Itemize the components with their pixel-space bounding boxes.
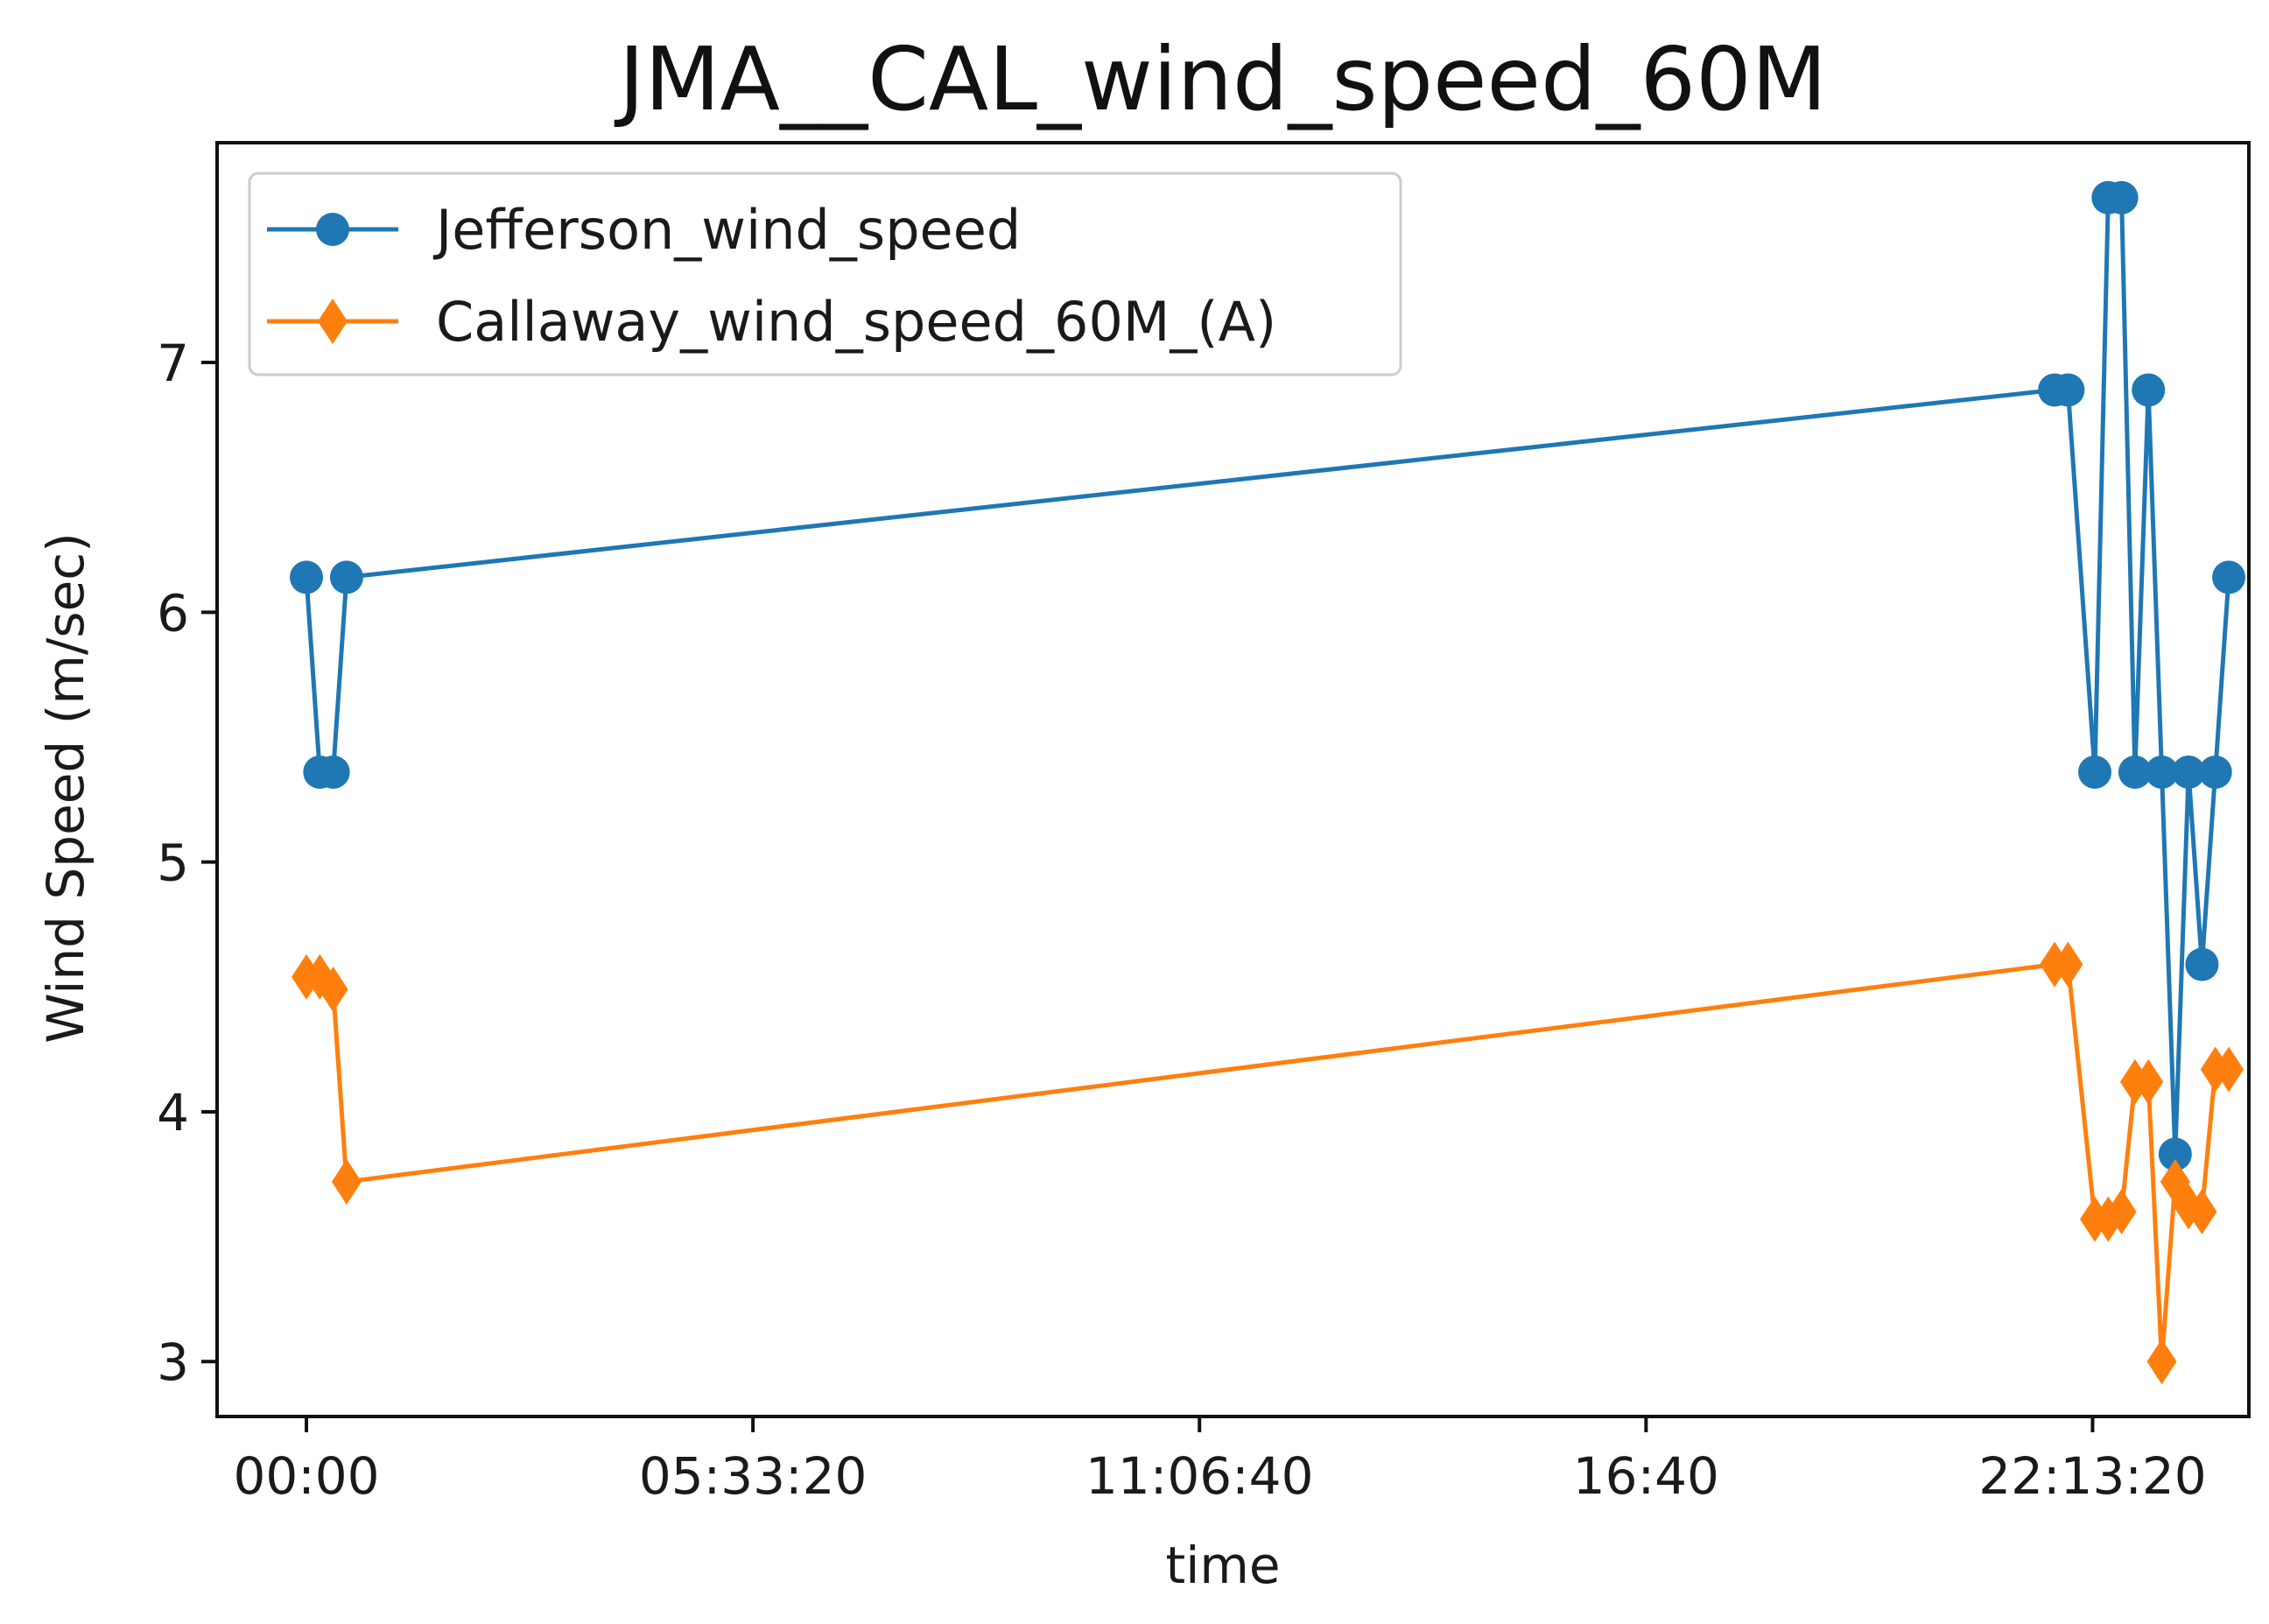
legend-item: Jefferson_wind_speed	[267, 198, 1021, 262]
y-tick-label: 4	[157, 1083, 189, 1142]
y-tick-label: 5	[157, 833, 189, 893]
data-point	[2133, 1058, 2164, 1105]
y-tick-label: 6	[157, 583, 189, 643]
data-point	[2078, 755, 2112, 789]
x-tick-label: 05:33:20	[639, 1446, 868, 1506]
y-tick-label: 3	[157, 1332, 189, 1392]
legend-circle-marker	[316, 213, 349, 246]
legend-label: Jefferson_wind_speed	[432, 198, 1021, 262]
data-point	[2104, 180, 2139, 214]
data-point	[2158, 1137, 2192, 1171]
series-2	[292, 941, 2244, 1385]
plot-area	[290, 180, 2246, 1385]
y-tick-label: 7	[157, 334, 189, 393]
data-point	[2118, 755, 2152, 789]
data-point	[316, 755, 350, 789]
x-tick-label: 00:00	[233, 1446, 379, 1506]
legend-item: Callaway_wind_speed_60M_(A)	[267, 290, 1276, 354]
series-1	[290, 180, 2246, 1171]
data-point	[2212, 560, 2246, 594]
axes: 00:00 05:33:20 11:06:40 16:40 22:13:20 3 4 5 6 7	[157, 334, 2207, 1506]
data-point	[2106, 1189, 2137, 1235]
plot-frame	[215, 141, 2251, 1418]
data-point	[2053, 941, 2083, 988]
legend-box	[248, 172, 1402, 376]
data-point	[2132, 373, 2166, 407]
data-point	[2198, 755, 2232, 789]
legend: Jefferson_wind_speed Callaway_wind_speed_…	[248, 172, 1402, 376]
data-point	[2172, 755, 2206, 789]
data-point	[290, 560, 324, 594]
data-point	[2145, 755, 2179, 789]
data-point	[2051, 373, 2085, 407]
x-axis-label: time	[1165, 1536, 1280, 1595]
legend-diamond-marker	[318, 299, 348, 344]
legend-label: Callaway_wind_speed_60M_(A)	[436, 290, 1276, 354]
data-point	[331, 1158, 362, 1205]
data-point	[318, 967, 348, 1013]
x-tick-label: 22:13:20	[1978, 1446, 2207, 1506]
data-point	[2214, 1046, 2244, 1093]
data-point	[2185, 947, 2219, 981]
data-point	[329, 560, 363, 594]
data-point	[2187, 1189, 2217, 1235]
y-axis-label: Wind Speed (m/sec)	[36, 532, 95, 1044]
data-point	[2146, 1339, 2177, 1385]
chart-title: JMA__CAL_wind_speed_60M	[614, 28, 1827, 130]
x-tick-label: 11:06:40	[1085, 1446, 1314, 1506]
x-tick-label: 16:40	[1573, 1446, 1719, 1506]
